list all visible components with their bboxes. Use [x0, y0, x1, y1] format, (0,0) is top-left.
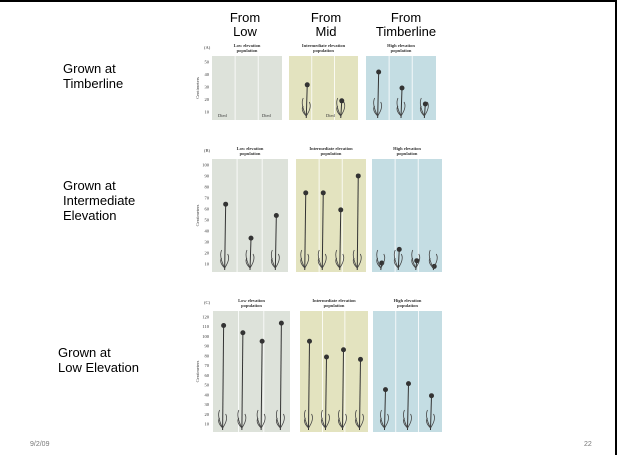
slide: 9/2/09 22 FromLowFromMidFromTimberlineGr… — [0, 0, 618, 465]
panel-note: Died — [326, 113, 335, 118]
y-tick-label: 20 — [205, 251, 210, 256]
y-tick-label: 70 — [205, 363, 210, 368]
plant-flower — [274, 213, 279, 218]
column-header: Mid — [316, 24, 337, 39]
y-tick-label: 50 — [205, 383, 210, 388]
panel-title: population — [240, 151, 261, 156]
panel — [372, 159, 442, 272]
plant-flower — [341, 347, 346, 352]
panel-title: population — [321, 151, 342, 156]
row-label: Grown at — [63, 61, 116, 76]
panel-title: population — [397, 151, 418, 156]
row-label: Low Elevation — [58, 360, 139, 375]
panel-note: Died — [218, 113, 227, 118]
panel — [212, 56, 282, 120]
plant-flower — [324, 354, 329, 359]
row-label: Elevation — [63, 208, 116, 223]
plant-flower — [305, 82, 310, 87]
y-tick-label: 40 — [205, 392, 210, 397]
row-label: Grown at — [58, 345, 111, 360]
plant-flower — [240, 330, 245, 335]
plant-flower — [223, 202, 228, 207]
panel-label: (A) — [204, 45, 211, 50]
y-tick-label: 40 — [205, 72, 210, 77]
page-number: 22 — [584, 441, 592, 448]
plant-flower — [339, 98, 344, 103]
panel-title: population — [241, 303, 262, 308]
footer-date: 9/2/09 — [30, 441, 50, 448]
panel-title: population — [324, 303, 345, 308]
y-tick-label: 100 — [202, 334, 210, 339]
y-tick-label: 30 — [205, 85, 210, 90]
plant-flower — [406, 381, 411, 386]
y-tick-label: 30 — [205, 402, 210, 407]
column-header: From — [230, 10, 260, 25]
row-label: Timberline — [63, 76, 123, 91]
plant-flower — [260, 339, 265, 344]
panel-title: population — [237, 48, 258, 53]
panel-title: population — [397, 303, 418, 308]
y-tick-label: 10 — [205, 422, 210, 427]
y-tick-label: 60 — [205, 207, 210, 212]
plant-flower — [321, 190, 326, 195]
plant-flower — [358, 357, 363, 362]
y-tick-label: 20 — [205, 412, 210, 417]
panel — [289, 56, 358, 120]
y-tick-label: 10 — [205, 110, 210, 115]
y-tick-label: 100 — [202, 163, 210, 168]
panel-label: (B) — [204, 148, 211, 153]
y-tick-label: 20 — [205, 97, 210, 102]
y-tick-label: 50 — [205, 218, 210, 223]
y-tick-label: 90 — [205, 174, 210, 179]
plant-flower — [221, 323, 226, 328]
y-tick-label: 50 — [205, 60, 210, 65]
column-header: Timberline — [376, 24, 436, 39]
plant-flower — [376, 70, 381, 75]
plant-flower — [400, 86, 405, 91]
panel — [300, 311, 368, 432]
plant-flower — [356, 173, 361, 178]
plant-flower — [303, 190, 308, 195]
plant-flower — [429, 393, 434, 398]
plant-flower — [383, 387, 388, 392]
panel — [213, 311, 290, 432]
panel-label: (C) — [204, 300, 211, 305]
y-tick-label: 60 — [205, 373, 210, 378]
panel-title: population — [313, 48, 334, 53]
y-axis-label: Centimeters — [195, 204, 200, 226]
plant-flower — [307, 339, 312, 344]
y-tick-label: 70 — [205, 196, 210, 201]
column-header: From — [311, 10, 341, 25]
row-label: Intermediate — [63, 193, 135, 208]
y-axis-label: Centimeters — [195, 360, 200, 382]
column-header: From — [391, 10, 421, 25]
y-tick-label: 80 — [205, 185, 210, 190]
y-tick-label: 90 — [205, 344, 210, 349]
y-tick-label: 40 — [205, 229, 210, 234]
plant-flower — [279, 321, 284, 326]
panel-title: population — [391, 48, 412, 53]
y-tick-label: 10 — [205, 262, 210, 267]
plant-flower — [397, 247, 402, 252]
y-tick-label: 120 — [202, 315, 210, 320]
row-label: Grown at — [63, 178, 116, 193]
panel — [296, 159, 366, 272]
y-tick-label: 80 — [205, 353, 210, 358]
plant-flower — [338, 207, 343, 212]
y-tick-label: 110 — [202, 324, 209, 329]
y-axis-label: Centimeters — [195, 77, 200, 99]
column-header: Low — [233, 24, 257, 39]
panel-note: Died — [262, 113, 271, 118]
plant-flower — [249, 236, 254, 241]
y-tick-label: 30 — [205, 240, 210, 245]
